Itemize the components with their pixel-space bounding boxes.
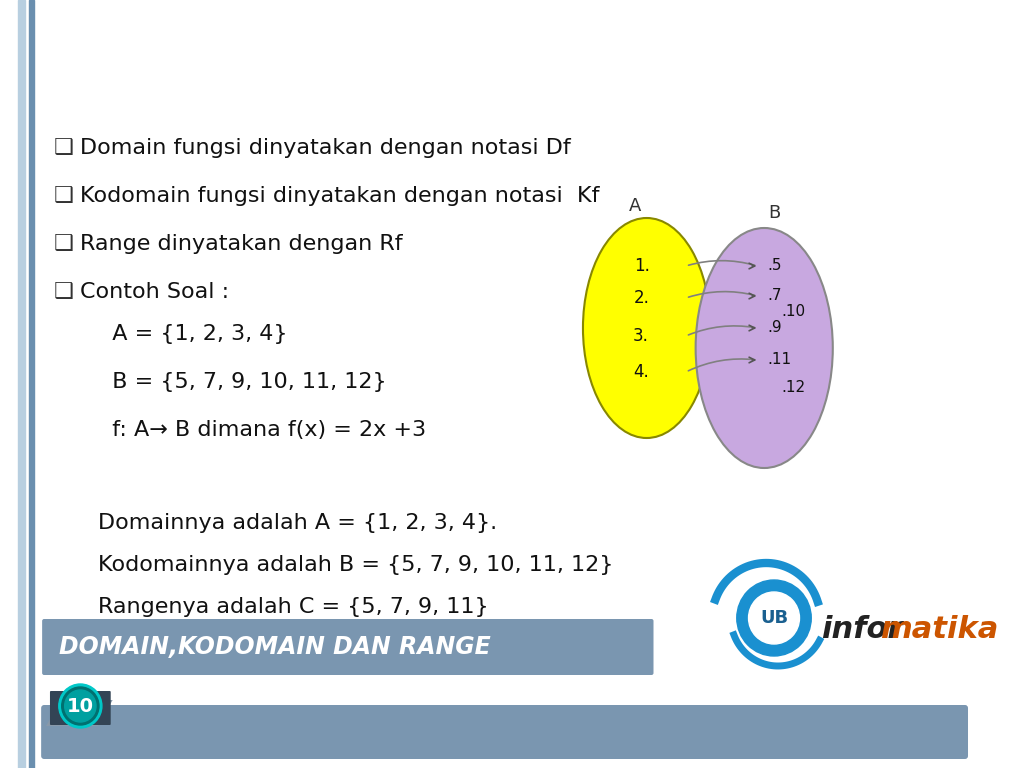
Text: .12: .12 — [782, 380, 806, 396]
Text: Domain fungsi dinyatakan dengan notasi Df: Domain fungsi dinyatakan dengan notasi D… — [80, 138, 571, 158]
Text: ❑: ❑ — [54, 282, 74, 302]
Text: UB: UB — [760, 609, 788, 627]
Circle shape — [58, 684, 102, 728]
Text: A = {1, 2, 3, 4}: A = {1, 2, 3, 4} — [98, 324, 288, 344]
Text: .5: .5 — [767, 259, 781, 273]
Text: 1.: 1. — [634, 257, 649, 275]
Text: infor: infor — [821, 615, 902, 644]
FancyBboxPatch shape — [50, 691, 111, 725]
Text: 4.: 4. — [633, 363, 648, 381]
Text: Domainnya adalah A = {1, 2, 3, 4}.: Domainnya adalah A = {1, 2, 3, 4}. — [98, 513, 497, 533]
FancyBboxPatch shape — [42, 619, 653, 675]
Circle shape — [65, 690, 96, 722]
Text: f: A→ B dimana f(x) = 2x +3: f: A→ B dimana f(x) = 2x +3 — [98, 420, 426, 440]
Text: matika: matika — [880, 615, 998, 644]
Text: ❑: ❑ — [54, 138, 74, 158]
Text: Rangenya adalah C = {5, 7, 9, 11}: Rangenya adalah C = {5, 7, 9, 11} — [98, 597, 488, 617]
Circle shape — [61, 687, 99, 725]
Text: Kodomainnya adalah B = {5, 7, 9, 10, 11, 12}: Kodomainnya adalah B = {5, 7, 9, 10, 11,… — [98, 555, 613, 575]
Text: DOMAIN,KODOMAIN DAN RANGE: DOMAIN,KODOMAIN DAN RANGE — [58, 635, 490, 659]
Bar — [30, 0, 34, 768]
Text: Range dinyatakan dengan Rf: Range dinyatakan dengan Rf — [80, 234, 403, 254]
FancyBboxPatch shape — [41, 705, 968, 759]
Text: ❑: ❑ — [54, 186, 74, 206]
Text: .9: .9 — [767, 320, 781, 336]
Text: .10: .10 — [782, 304, 806, 319]
Text: B = {5, 7, 9, 10, 11, 12}: B = {5, 7, 9, 10, 11, 12} — [98, 372, 387, 392]
Text: .7: .7 — [767, 289, 781, 303]
Circle shape — [737, 580, 811, 656]
Text: B: B — [768, 204, 780, 222]
Text: 3.: 3. — [633, 327, 648, 345]
Text: 2.: 2. — [634, 289, 649, 307]
Text: A: A — [629, 197, 641, 215]
Text: Contoh Soal :: Contoh Soal : — [80, 282, 229, 302]
Bar — [17, 0, 26, 768]
Text: .11: .11 — [767, 353, 792, 368]
Ellipse shape — [583, 218, 711, 438]
Text: 10: 10 — [67, 697, 94, 716]
Polygon shape — [46, 700, 113, 726]
Ellipse shape — [695, 228, 833, 468]
Circle shape — [749, 592, 800, 644]
Text: Kodomain fungsi dinyatakan dengan notasi  Kf: Kodomain fungsi dinyatakan dengan notasi… — [80, 186, 600, 206]
Text: ❑: ❑ — [54, 234, 74, 254]
